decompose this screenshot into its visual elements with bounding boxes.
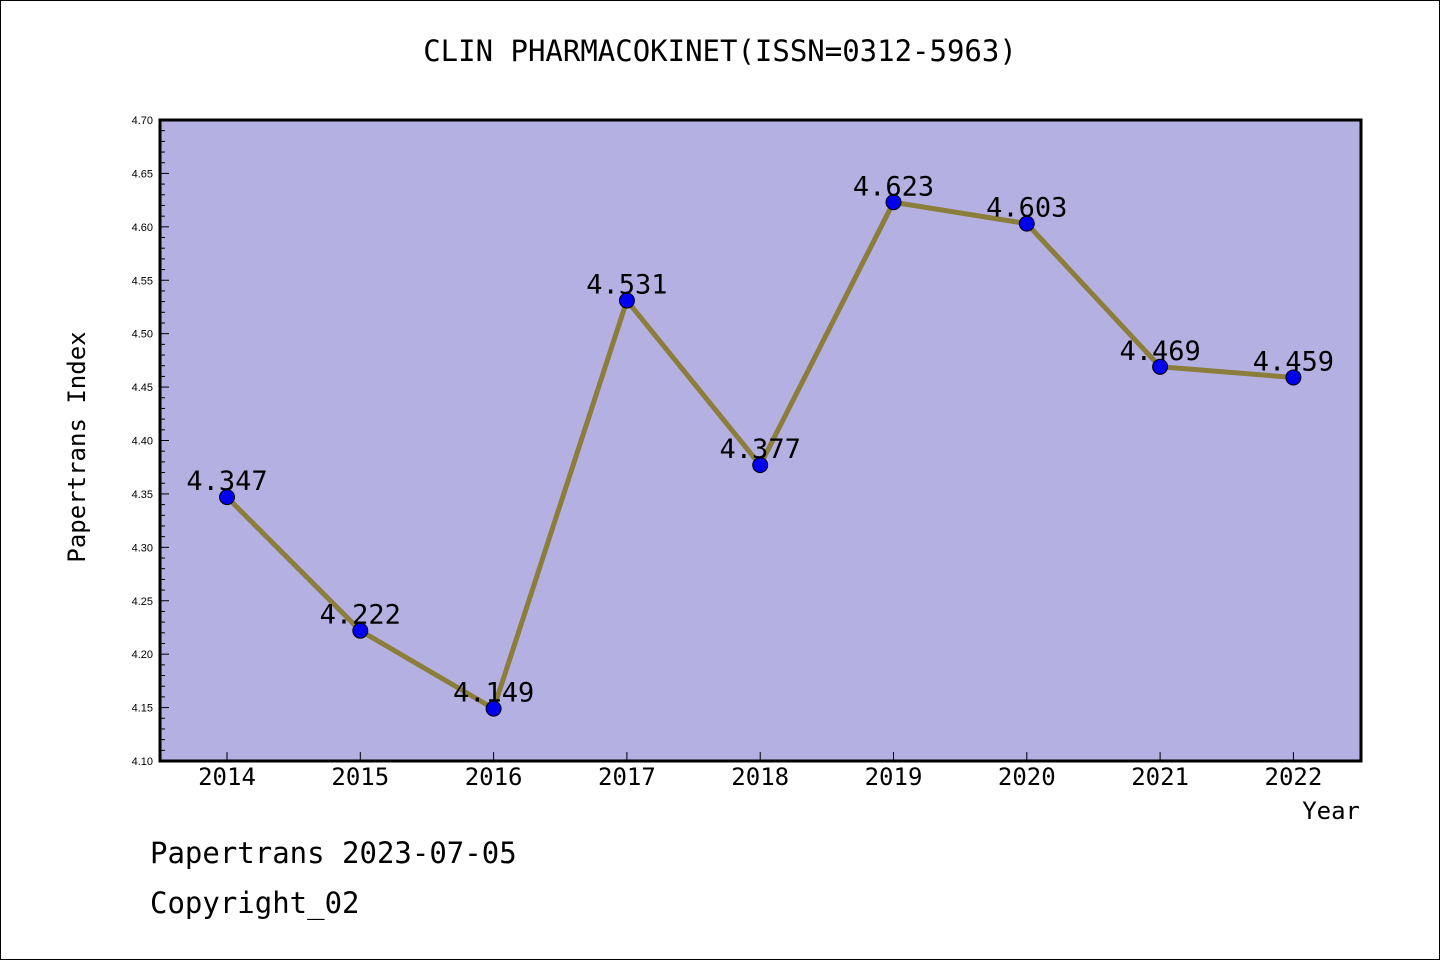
data-point-2020 [1018,215,1035,232]
x-tick-label: 2016 [465,763,523,791]
x-tick-label: 2020 [998,763,1056,791]
data-point-2019 [885,194,902,211]
y-tick-label: 4.25 [132,596,153,608]
x-tick-label: 2022 [1265,763,1323,791]
data-labels: 4.347 4.222 4.149 4.531 4.377 4.623 4.603 4.469… [186,171,1334,708]
data-point-2016 [485,700,502,717]
data-label-2017: 4.531 [586,270,667,301]
data-point-2021 [1152,358,1169,375]
x-tick-label: 2017 [598,763,656,791]
data-label-2016: 4.149 [453,678,534,709]
y-tick-label: 4.65 [132,168,153,180]
y-axis: 4.10 4.15 4.20 4.25 4.30 4.35 4.40 4.45 4.50 4.55… [132,115,169,768]
x-tick-label: 2018 [731,763,789,791]
y-tick-label: 4.40 [132,436,153,448]
series-papertrans-index [219,194,1302,717]
y-tick-label: 4.50 [132,329,153,341]
chart-title: CLIN PHARMACOKINET(ISSN=0312-5963) [423,34,1017,68]
x-tick-label: 2019 [865,763,923,791]
data-point-2014 [219,489,235,506]
x-tick-label: 2021 [1131,763,1189,791]
data-label-2019: 4.623 [853,171,934,202]
y-tick-label: 4.35 [132,489,153,501]
y-tick-label: 4.60 [132,222,153,234]
plot-area [158,118,1363,763]
data-label-2014: 4.347 [186,466,267,497]
x-axis-title: Year [1302,797,1360,825]
data-label-2022: 4.459 [1253,346,1334,377]
y-tick-label: 4.20 [132,649,153,661]
x-tick-label: 2014 [198,763,256,791]
data-label-2020: 4.603 [986,193,1067,224]
y-tick-label: 4.55 [132,275,153,287]
data-label-2018: 4.377 [720,434,801,465]
x-tick-label: 2015 [331,763,389,791]
y-tick-label: 4.45 [132,382,153,394]
data-point-2015 [352,622,369,639]
footer-date: Papertrans 2023-07-05 [150,836,517,870]
y-tick-label: 4.70 [132,115,153,127]
y-tick-label: 4.15 [132,703,153,715]
y-tick-label: 4.30 [132,542,153,554]
data-point-2022 [1285,369,1302,386]
data-label-2021: 4.469 [1119,336,1200,367]
x-axis: 2014 2015 2016 2017 2018 2019 2020 2021 2022 [198,752,1322,791]
y-axis-title: Papertrans Index [63,331,91,562]
data-label-2015: 4.222 [320,600,401,631]
y-tick-label: 4.10 [132,756,153,768]
footer-copyright: Copyright_02 [150,886,360,920]
data-point-2017 [618,292,635,309]
data-point-2018 [752,457,769,474]
